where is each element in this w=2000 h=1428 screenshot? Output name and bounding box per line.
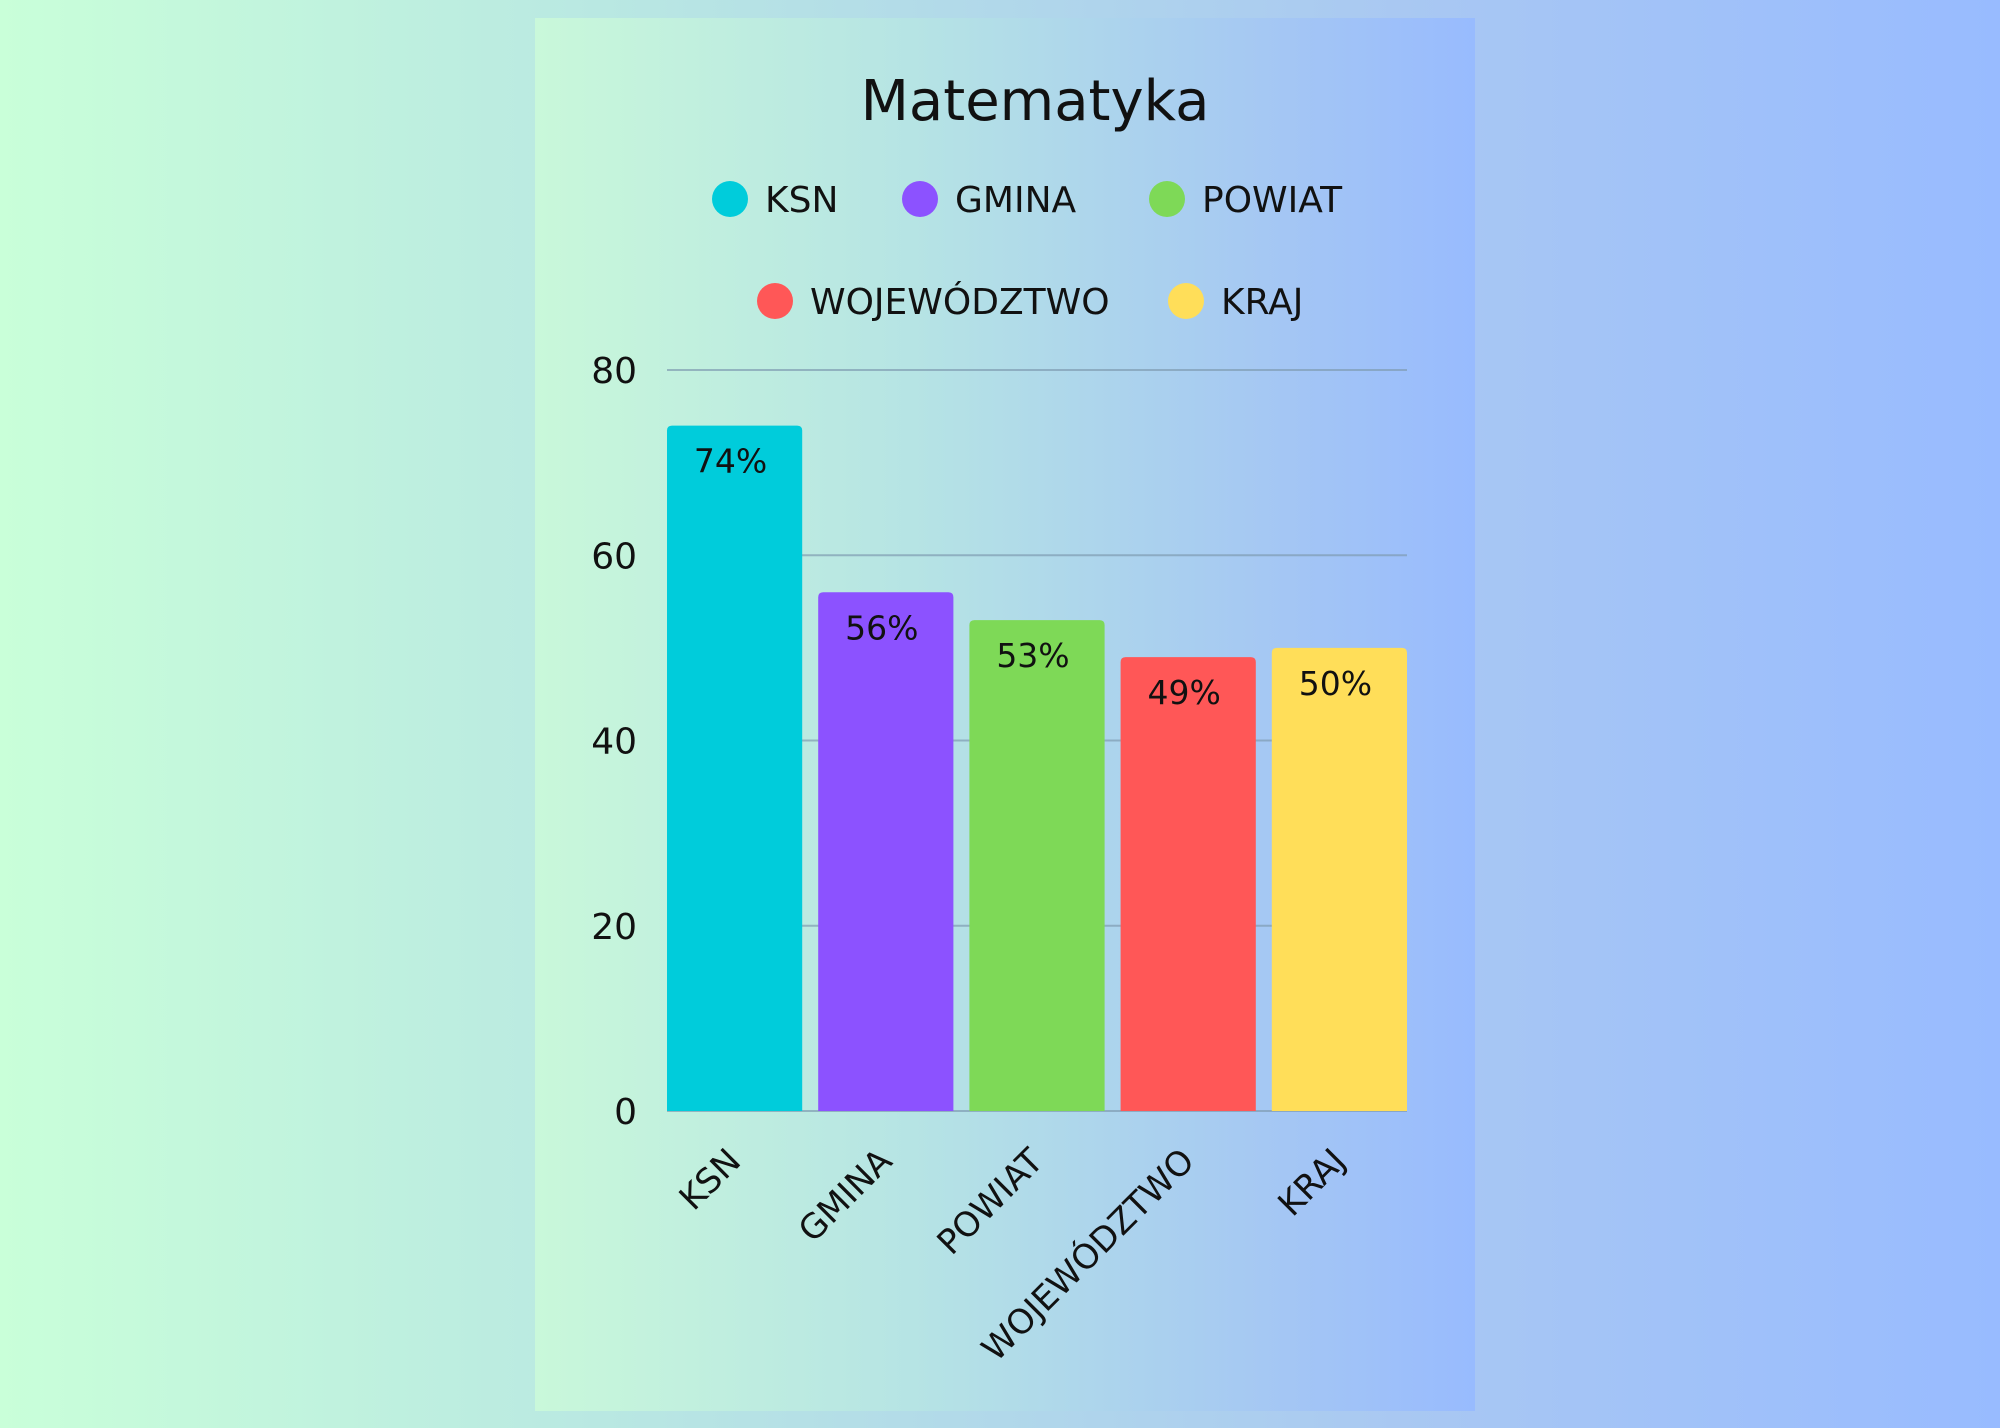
legend-swatch-powiat — [1149, 181, 1185, 217]
value-label-powiat: 53% — [996, 636, 1069, 675]
legend-swatch-kraj — [1168, 283, 1204, 319]
bar-województwo — [1120, 657, 1256, 1111]
value-label-ksn: 74% — [694, 442, 767, 481]
legend-label-kraj: KRAJ — [1221, 282, 1303, 323]
value-label-kraj: 50% — [1299, 664, 1372, 703]
legend-label-gmina: GMINA — [955, 180, 1077, 221]
bar-powiat — [969, 620, 1105, 1111]
chart-title: Matematyka — [861, 69, 1210, 134]
bar-chart: Matematyka KSN GMINA POWIAT WOJEWÓDZTWO KRAJ… — [591, 69, 1407, 1369]
x-category-label-powiat: POWIAT — [930, 1141, 1052, 1263]
bars — [667, 425, 1407, 1111]
bar-kraj — [1271, 647, 1407, 1111]
x-category-label-ksn: KSN — [672, 1141, 749, 1218]
bar-gmina — [818, 592, 954, 1111]
legend: KSN GMINA POWIAT WOJEWÓDZTWO KRAJ — [712, 180, 1343, 323]
x-category-label-gmina: GMINA — [791, 1141, 900, 1250]
y-tick-label: 60 — [591, 536, 637, 577]
chart-card: Matematyka KSN GMINA POWIAT WOJEWÓDZTWO KRAJ… — [535, 18, 1475, 1411]
y-tick-label: 20 — [591, 907, 637, 948]
x-category-label-kraj: KRAJ — [1270, 1141, 1353, 1224]
y-tick-label: 80 — [591, 351, 637, 392]
value-labels: 74% 56% 53% 49% 50% — [694, 442, 1372, 713]
legend-label-ksn: KSN — [765, 180, 838, 221]
value-label-województwo: 49% — [1148, 673, 1221, 712]
legend-label-województwo: WOJEWÓDZTWO — [810, 281, 1110, 323]
y-axis-ticks: 0 20 40 60 80 — [591, 351, 637, 1133]
legend-swatch-województwo — [757, 283, 793, 319]
legend-swatch-ksn — [712, 181, 748, 217]
legend-swatch-gmina — [902, 181, 938, 217]
bar-ksn — [667, 425, 803, 1111]
legend-label-powiat: POWIAT — [1202, 180, 1343, 221]
y-tick-label: 40 — [591, 722, 637, 763]
value-label-gmina: 56% — [845, 608, 918, 647]
y-tick-label: 0 — [614, 1092, 637, 1133]
